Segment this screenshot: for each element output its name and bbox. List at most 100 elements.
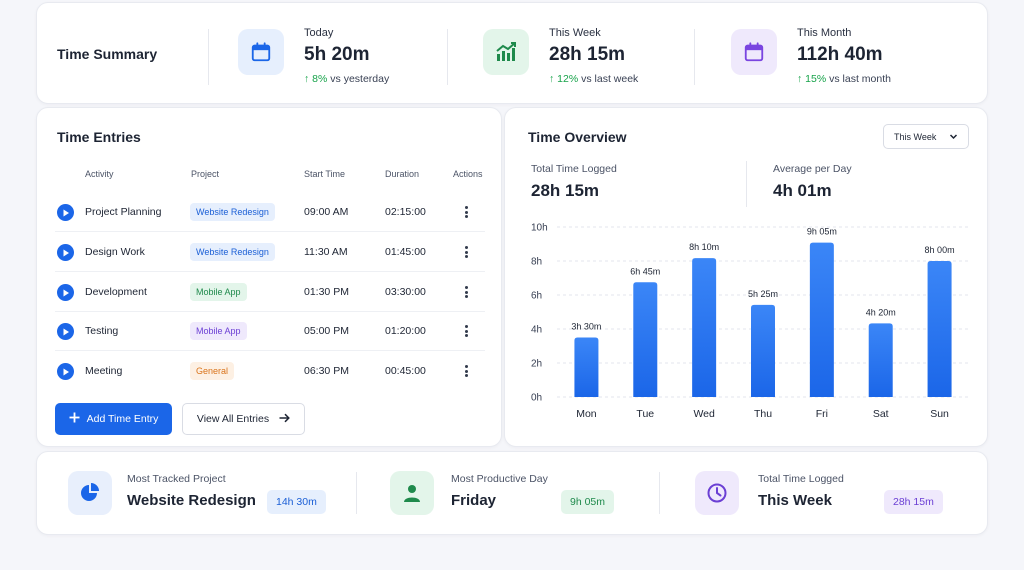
y-tick-label: 10h — [531, 223, 548, 234]
bar — [868, 323, 893, 397]
summary-title: Time Summary — [57, 46, 158, 62]
plus-icon — [69, 412, 80, 426]
duration: 03:30:00 — [385, 286, 426, 298]
pie-chart-icon — [68, 471, 112, 515]
data-label: 5h 25m — [748, 289, 778, 299]
more-options-icon[interactable] — [459, 363, 473, 379]
highlight-value: This Week — [758, 492, 832, 509]
entries-title: Time Entries — [57, 129, 141, 145]
calendar-icon — [731, 29, 777, 75]
bar — [809, 242, 834, 397]
project-tag: General — [190, 362, 235, 380]
data-label: 8h 10m — [689, 242, 719, 252]
table-row: Meeting General 06:30 PM 00:45:00 — [55, 351, 485, 391]
duration: 01:45:00 — [385, 246, 426, 258]
table-row: Development Mobile App 01:30 PM 03:30:00 — [55, 272, 485, 312]
table-row: Testing Mobile App 05:00 PM 01:20:00 — [55, 311, 485, 351]
stat-comparison: ↑ 15% vs last month — [797, 73, 891, 85]
y-tick-label: 8h — [531, 257, 542, 268]
range-select[interactable]: This Week — [883, 124, 969, 149]
y-tick-label: 0h — [531, 393, 542, 404]
stat-percent: 8% — [312, 73, 328, 85]
column-header-activity[interactable]: Activity — [85, 169, 114, 179]
duration: 02:15:00 — [385, 206, 426, 218]
play-icon[interactable] — [57, 284, 74, 301]
bar — [692, 258, 717, 397]
data-label: 6h 45m — [630, 266, 660, 276]
start-time: 09:00 AM — [304, 206, 349, 218]
stat-compare-text: vs last week — [581, 73, 639, 85]
x-tick-label: Mon — [576, 408, 597, 420]
highlight-value: Friday — [451, 492, 497, 509]
highlight-pill: 9h 05m — [561, 490, 615, 514]
clock-icon — [695, 471, 739, 515]
stat-label: Today — [304, 27, 334, 39]
highlight-label: Total Time Logged — [758, 473, 844, 485]
highlight-label: Most Tracked Project — [127, 473, 226, 485]
x-tick-label: Wed — [693, 408, 715, 420]
stat-comparison: ↑ 8% vs yesterday — [304, 73, 389, 85]
activity-name: Testing — [85, 325, 119, 337]
more-options-icon[interactable] — [459, 204, 473, 220]
average-per-day-label: Average per Day — [773, 163, 852, 175]
y-tick-label: 6h — [531, 291, 542, 302]
project-tag: Mobile App — [190, 283, 247, 301]
time-summary-card: Time Summary Today 5h 20m ↑ 8% vs yester… — [36, 2, 988, 104]
data-label: 4h 20m — [866, 307, 896, 317]
play-icon[interactable] — [57, 204, 74, 221]
time-overview-card: Time Overview This Week Total Time Logge… — [504, 107, 988, 447]
more-options-icon[interactable] — [459, 244, 473, 260]
data-label: 8h 00m — [925, 245, 955, 255]
start-time: 06:30 PM — [304, 365, 349, 377]
table-row: Design Work Website Redesign 11:30 AM 01… — [55, 232, 485, 272]
view-all-entries-label: View All Entries — [196, 413, 270, 425]
table-row: Project Planning Website Redesign 09:00 … — [55, 192, 485, 232]
divider — [694, 29, 695, 85]
highlight-pill: 28h 15m — [884, 490, 943, 514]
x-tick-label: Fri — [816, 408, 828, 420]
divider — [659, 472, 660, 514]
time-overview-chart: 0h 2h 4h 6h 8h 10h 3h 30m Mon 6h 45m Tue 8h 10m Wed… — [531, 223, 969, 420]
stat-value: 112h 40m — [797, 44, 883, 65]
stat-compare-text: vs last month — [829, 73, 891, 85]
project-tag: Website Redesign — [190, 243, 275, 261]
chevron-down-icon — [949, 132, 958, 143]
highlights-card: Most Tracked Project Website Redesign 14… — [36, 451, 988, 535]
more-options-icon[interactable] — [459, 284, 473, 300]
stat-value: 28h 15m — [549, 44, 626, 65]
view-all-entries-button[interactable]: View All Entries — [182, 403, 305, 435]
x-tick-label: Sun — [930, 408, 949, 420]
add-time-entry-button[interactable]: Add Time Entry — [55, 403, 172, 435]
duration: 00:45:00 — [385, 365, 426, 377]
calendar-icon — [238, 29, 284, 75]
stat-percent: 12% — [557, 73, 579, 85]
play-icon[interactable] — [57, 244, 74, 261]
stat-percent: 15% — [805, 73, 827, 85]
stat-value: 5h 20m — [304, 44, 370, 65]
more-options-icon[interactable] — [459, 323, 473, 339]
column-header-duration[interactable]: Duration — [385, 169, 420, 179]
project-tag: Website Redesign — [190, 203, 275, 221]
divider — [746, 161, 747, 207]
arrow-up-icon: ↑ — [549, 73, 555, 85]
user-icon — [390, 471, 434, 515]
stat-compare-text: vs yesterday — [330, 73, 390, 85]
highlight-pill: 14h 30m — [267, 490, 326, 514]
play-icon[interactable] — [57, 323, 74, 340]
chart-growth-icon — [483, 29, 529, 75]
column-header-actions: Actions — [453, 169, 483, 179]
x-tick-label: Tue — [636, 408, 654, 420]
column-header-project[interactable]: Project — [191, 169, 220, 179]
divider — [447, 29, 448, 85]
bar — [751, 304, 775, 397]
column-header-start-time[interactable]: Start Time — [304, 169, 346, 179]
activity-name: Design Work — [85, 246, 145, 258]
start-time: 01:30 PM — [304, 286, 349, 298]
time-entries-card: Time Entries Activity Project Start Time… — [36, 107, 502, 447]
play-icon[interactable] — [57, 363, 74, 380]
arrow-right-icon — [279, 413, 290, 426]
average-per-day-value: 4h 01m — [773, 181, 832, 200]
arrow-up-icon: ↑ — [797, 73, 803, 85]
highlight-label: Most Productive Day — [451, 473, 548, 485]
activity-name: Development — [85, 286, 147, 298]
